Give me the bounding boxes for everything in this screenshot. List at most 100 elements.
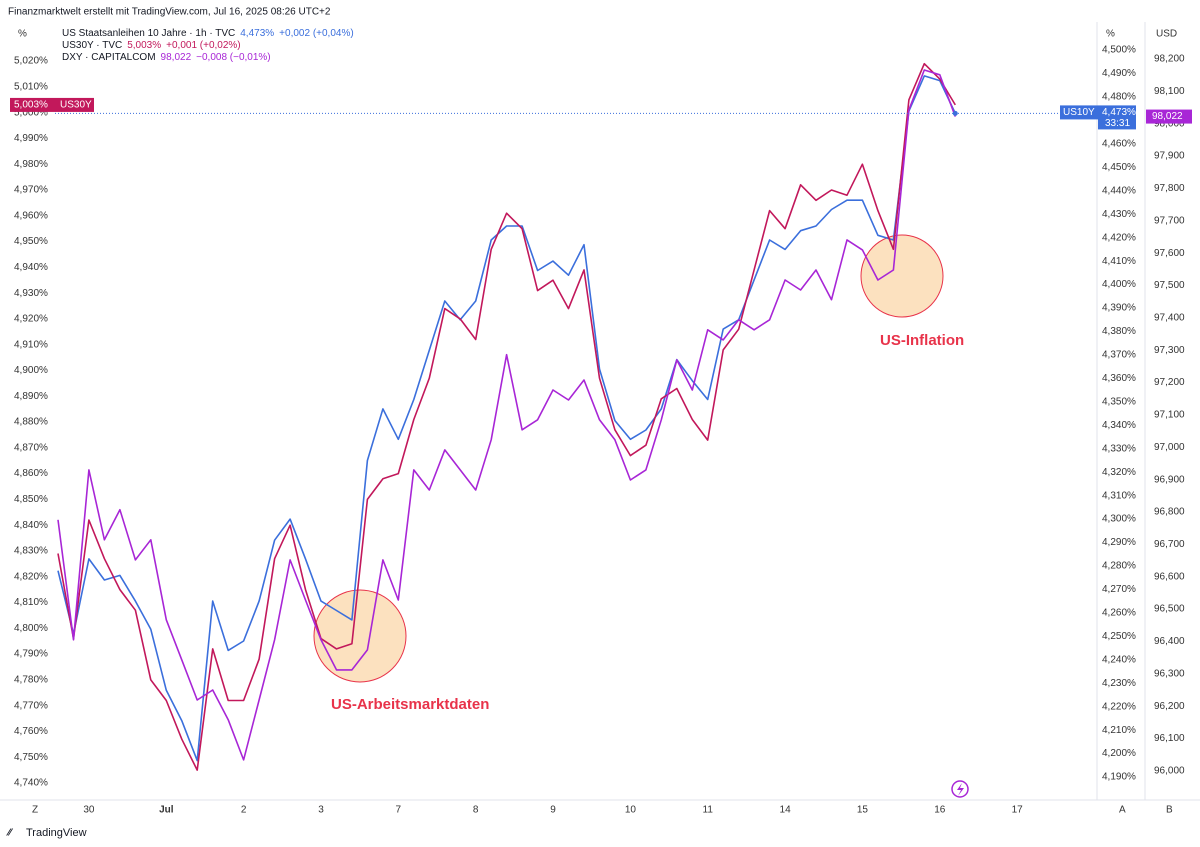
y-tick-label: 5,010% [14,82,48,93]
y-tick-label: 4,460% [1102,139,1136,150]
legend-value: 5,003% [127,40,161,51]
y-tick-label: 4,360% [1102,373,1136,384]
y-tick-label: 4,880% [14,417,48,428]
x-tick-label: 11 [703,805,714,816]
y-tick-label: 4,970% [14,185,48,196]
y-tick-label: 97,200 [1154,377,1185,388]
event-icon[interactable] [951,780,969,798]
corner-label: Z [32,805,38,816]
y-tick-label: 5,020% [14,56,48,67]
x-tick-label: 30 [83,805,95,816]
y-tick-label: 96,700 [1154,539,1185,550]
y-tick-label: 4,870% [14,442,48,453]
y-tick-label: 4,790% [14,649,48,660]
y-tick-label: 4,440% [1102,185,1136,196]
y-tick-label: 4,200% [1102,748,1136,759]
y-tick-label: 4,300% [1102,514,1136,525]
y-tick-label: 96,000 [1154,766,1185,777]
y-tick-label: 4,450% [1102,162,1136,173]
price-tag [10,97,94,112]
x-tick-label: 8 [473,805,479,816]
y-tick-label: 4,490% [1102,68,1136,79]
legend-entry: US Staatsanleihen 10 Jahre · 1h · TVC 4,4… [62,28,354,39]
y-tick-label: 4,920% [14,314,48,325]
y-tick-label: 4,890% [14,391,48,402]
y-tick-label: 97,800 [1154,183,1185,194]
y-tick-label: 4,960% [14,210,48,221]
y-tick-label: 4,430% [1102,209,1136,220]
y-tick-label: 4,230% [1102,678,1136,689]
y-tick-label: 96,500 [1154,604,1185,615]
y-tick-label: 98,000 [1154,118,1185,129]
y-tick-label: 4,340% [1102,420,1136,431]
series-line [57,62,956,771]
legend-value: 98,022 [161,52,192,63]
corner-label: A [1119,805,1126,816]
x-tick-label: 9 [550,805,556,816]
annotation: US-Inflation [880,332,964,349]
y-tick-label: 4,370% [1102,350,1136,361]
y-tick-label: 97,100 [1154,410,1185,421]
x-tick-label: Jul [159,805,174,816]
y-tick-label: 4,190% [1102,772,1136,783]
y-tick-label: 96,800 [1154,507,1185,518]
y-tick-label: 4,760% [14,726,48,737]
legend-change: +0,002 (+0,04%) [279,28,354,39]
last-point [952,110,958,116]
y-tick-label: 97,300 [1154,345,1185,356]
price-tag [1060,105,1098,120]
highlight-circle [313,589,407,683]
y-tick-label: 4,900% [14,365,48,376]
y-tick-label: 5,000% [14,107,48,118]
y-tick-label: 4,290% [1102,537,1136,548]
y-tick-label: 4,390% [1102,303,1136,314]
x-tick-label: 16 [934,805,946,816]
chart-title: Finanzmarktwelt erstellt mit TradingView… [8,7,331,18]
y-tick-label: 4,400% [1102,279,1136,290]
x-tick-label: 15 [857,805,869,816]
y-tick-label: 4,930% [14,288,48,299]
logo-mark: ⁄⁄ [6,828,14,839]
y-tick-label: 4,950% [14,236,48,247]
y-tick-label: 96,100 [1154,733,1185,744]
x-tick-label: 2 [241,805,247,816]
price-tag-value: 4,473% [1102,107,1136,118]
y-tick-label: 4,860% [14,468,48,479]
y-tick-label: 4,820% [14,571,48,582]
y-tick-label: 4,280% [1102,561,1136,572]
price-tag [1098,105,1136,130]
y3-unit: USD [1156,29,1177,40]
y-tick-label: 4,320% [1102,467,1136,478]
y-unit: % [18,29,27,40]
y-tick-label: 4,210% [1102,725,1136,736]
x-tick-label: 10 [625,805,637,816]
y-tick-label: 4,780% [14,674,48,685]
legend-entry: US30Y · TVC 5,003% +0,001 (+0,02%) [62,40,241,51]
y-tick-label: 4,770% [14,700,48,711]
x-tick-label: 14 [780,805,792,816]
x-tick-label: 3 [318,805,324,816]
legend-change: +0,001 (+0,02%) [166,40,241,51]
corner-label: B [1166,805,1173,816]
legend-name: US Staatsanleihen 10 Jahre · 1h · TVC [62,28,235,39]
y-tick-label: 4,420% [1102,232,1136,243]
y-tick-label: 96,300 [1154,668,1185,679]
y-tick-label: 4,250% [1102,631,1136,642]
y-tick-label: 4,750% [14,752,48,763]
legend-entry: DXY · CAPITALCOM 98,022 −0,008 (−0,01%) [62,52,271,63]
y-tick-label: 96,900 [1154,474,1185,485]
y-tick-label: 4,270% [1102,584,1136,595]
y-tick-label: 4,850% [14,494,48,505]
price-tag-value: 5,003% [14,100,48,111]
x-tick-label: 7 [396,805,402,816]
y-tick-label: 4,500% [1102,45,1136,56]
y-tick-label: 98,200 [1154,54,1185,65]
x-tick-label: 17 [1012,805,1024,816]
y-tick-label: 4,910% [14,339,48,350]
y-tick-label: 96,600 [1154,571,1185,582]
event-icon [957,783,964,796]
legend-name: DXY · CAPITALCOM [62,52,156,63]
y-tick-label: 98,100 [1154,86,1185,97]
